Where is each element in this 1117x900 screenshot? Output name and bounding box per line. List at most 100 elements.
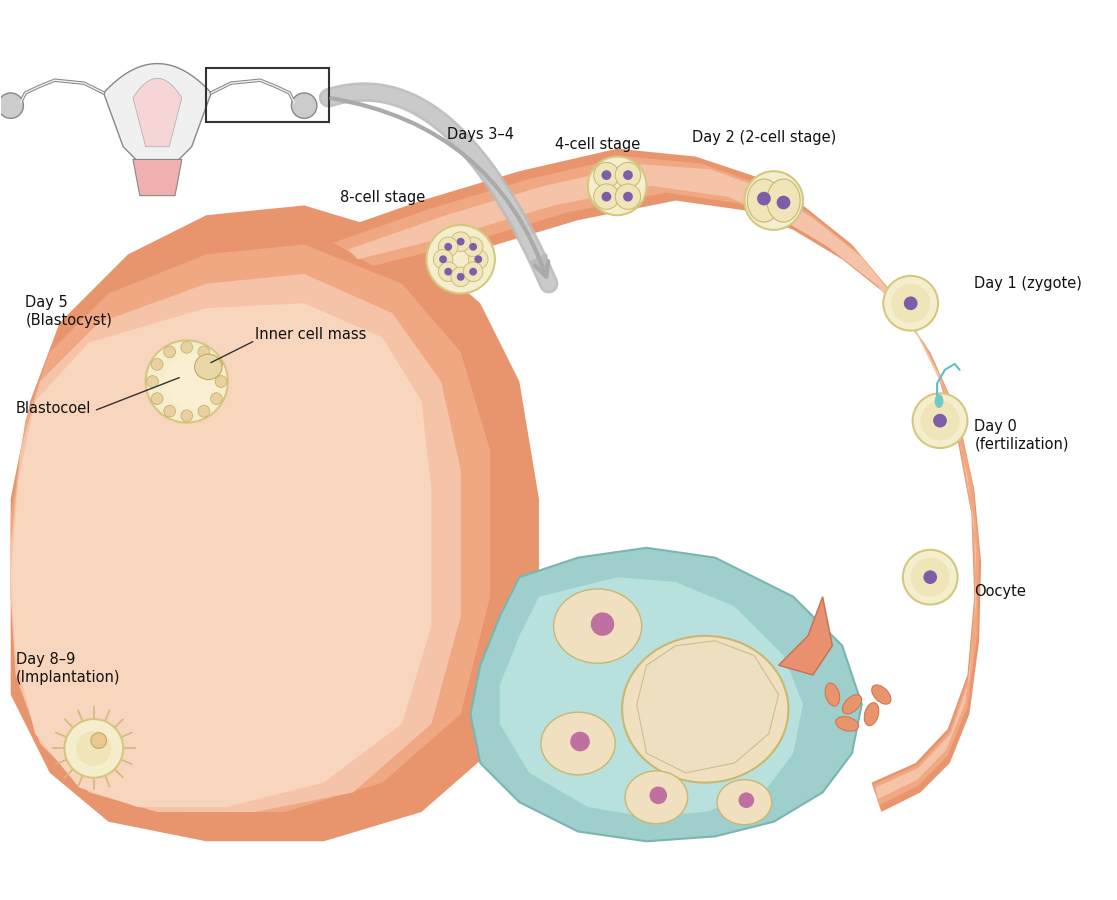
Circle shape: [457, 273, 465, 281]
Polygon shape: [133, 78, 182, 147]
Circle shape: [468, 249, 488, 269]
Circle shape: [146, 375, 159, 387]
Ellipse shape: [871, 685, 891, 704]
Text: Day 0
(fertilization): Day 0 (fertilization): [974, 419, 1069, 452]
Circle shape: [151, 358, 163, 370]
Circle shape: [439, 262, 458, 282]
Circle shape: [464, 237, 483, 256]
Polygon shape: [133, 159, 182, 195]
Circle shape: [439, 237, 458, 256]
Circle shape: [744, 171, 803, 230]
Circle shape: [65, 719, 123, 778]
Circle shape: [571, 732, 590, 752]
Polygon shape: [499, 577, 803, 817]
Circle shape: [210, 358, 222, 370]
Circle shape: [451, 267, 470, 286]
Ellipse shape: [747, 179, 781, 222]
Ellipse shape: [842, 695, 861, 714]
Ellipse shape: [626, 771, 688, 824]
Circle shape: [457, 238, 465, 246]
Ellipse shape: [554, 589, 641, 663]
Circle shape: [591, 612, 614, 636]
Circle shape: [913, 393, 967, 448]
Polygon shape: [11, 245, 490, 890]
Circle shape: [623, 192, 633, 202]
Polygon shape: [324, 148, 981, 812]
Circle shape: [904, 296, 917, 310]
Circle shape: [738, 792, 754, 808]
Circle shape: [910, 558, 949, 597]
Polygon shape: [11, 205, 538, 890]
Polygon shape: [104, 64, 211, 161]
Circle shape: [776, 195, 791, 210]
Ellipse shape: [594, 162, 619, 188]
Text: Day 5
(Blastocyst): Day 5 (Blastocyst): [26, 295, 112, 328]
Circle shape: [90, 733, 106, 749]
Circle shape: [164, 354, 219, 409]
Text: Blastocoel: Blastocoel: [16, 400, 90, 416]
Circle shape: [469, 268, 477, 275]
Ellipse shape: [825, 683, 840, 706]
Circle shape: [588, 157, 647, 215]
Circle shape: [198, 405, 210, 417]
Circle shape: [884, 276, 938, 330]
Circle shape: [145, 340, 228, 423]
Circle shape: [924, 571, 937, 584]
Text: Days 3–4: Days 3–4: [447, 127, 514, 142]
Polygon shape: [349, 165, 976, 799]
Circle shape: [903, 550, 957, 605]
Text: Inner cell mass: Inner cell mass: [256, 328, 366, 342]
Circle shape: [920, 401, 960, 440]
Text: Oocyte: Oocyte: [974, 584, 1027, 599]
Circle shape: [445, 268, 452, 275]
Ellipse shape: [615, 162, 641, 188]
Polygon shape: [11, 303, 431, 890]
Circle shape: [76, 731, 112, 766]
Ellipse shape: [935, 394, 944, 408]
Circle shape: [602, 170, 611, 180]
Circle shape: [649, 787, 667, 804]
Circle shape: [151, 392, 163, 404]
Circle shape: [210, 392, 222, 404]
Ellipse shape: [836, 716, 859, 731]
Text: 8-cell stage: 8-cell stage: [340, 191, 426, 205]
Circle shape: [464, 262, 483, 282]
Ellipse shape: [717, 779, 772, 824]
Polygon shape: [637, 641, 779, 773]
Ellipse shape: [615, 184, 641, 210]
Ellipse shape: [767, 179, 800, 222]
Circle shape: [0, 93, 23, 119]
Circle shape: [475, 256, 483, 263]
Ellipse shape: [194, 354, 222, 380]
Circle shape: [891, 284, 930, 323]
Circle shape: [439, 256, 447, 263]
Circle shape: [757, 192, 771, 205]
Ellipse shape: [622, 636, 789, 783]
Polygon shape: [779, 597, 832, 675]
Ellipse shape: [594, 184, 619, 210]
Polygon shape: [470, 548, 861, 842]
Circle shape: [181, 410, 192, 421]
Circle shape: [433, 249, 452, 269]
Circle shape: [216, 375, 227, 387]
Text: Day 1 (zygote): Day 1 (zygote): [974, 276, 1082, 292]
Text: 4-cell stage: 4-cell stage: [555, 137, 640, 151]
Circle shape: [181, 341, 192, 353]
Circle shape: [164, 405, 175, 417]
Ellipse shape: [541, 712, 615, 775]
Circle shape: [623, 170, 633, 180]
Circle shape: [198, 346, 210, 357]
Polygon shape: [334, 157, 980, 806]
Text: Day 2 (2-cell stage): Day 2 (2-cell stage): [691, 130, 836, 145]
Circle shape: [445, 243, 452, 251]
Circle shape: [451, 232, 470, 251]
Ellipse shape: [637, 651, 764, 758]
Circle shape: [164, 346, 175, 357]
Circle shape: [427, 225, 495, 293]
Circle shape: [933, 414, 947, 427]
Text: Day 8–9
(Implantation): Day 8–9 (Implantation): [16, 652, 120, 685]
Circle shape: [469, 243, 477, 251]
Circle shape: [602, 192, 611, 202]
Circle shape: [292, 93, 317, 119]
Polygon shape: [11, 274, 460, 890]
